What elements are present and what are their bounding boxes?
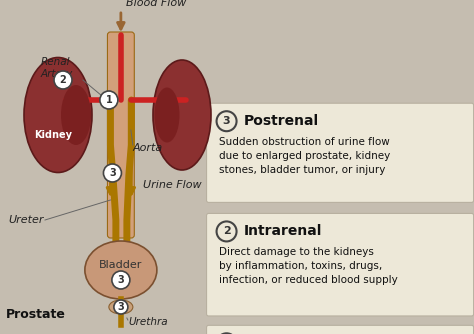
Ellipse shape (85, 241, 157, 299)
Text: Intrarenal: Intrarenal (244, 224, 322, 238)
Text: Prostate: Prostate (6, 309, 66, 322)
Ellipse shape (24, 57, 92, 172)
Ellipse shape (109, 300, 133, 314)
Text: 2: 2 (60, 75, 66, 85)
Text: Postrenal: Postrenal (244, 114, 319, 128)
Ellipse shape (61, 85, 91, 145)
Text: Ureter: Ureter (8, 215, 44, 225)
Text: Renal
Artery: Renal Artery (41, 57, 73, 79)
Text: Bladder: Bladder (99, 260, 143, 270)
Text: 3: 3 (223, 116, 230, 126)
Text: Sudden obstruction of urine flow
due to enlarged prostate, kidney
stones, bladde: Sudden obstruction of urine flow due to … (219, 137, 390, 175)
Text: Urine Flow: Urine Flow (143, 180, 201, 190)
FancyBboxPatch shape (207, 103, 474, 202)
Circle shape (54, 71, 72, 89)
Text: Kidney: Kidney (34, 130, 72, 140)
FancyBboxPatch shape (207, 325, 474, 334)
Text: Blood Flow: Blood Flow (126, 0, 186, 8)
Text: Urethra: Urethra (129, 317, 168, 327)
Text: Aorta: Aorta (133, 143, 163, 153)
Text: 3: 3 (109, 168, 116, 178)
Circle shape (112, 271, 130, 289)
Circle shape (100, 91, 118, 109)
Text: 2: 2 (223, 226, 230, 236)
FancyBboxPatch shape (207, 213, 474, 316)
Text: 3: 3 (118, 302, 124, 312)
Circle shape (103, 164, 121, 182)
Ellipse shape (153, 60, 211, 170)
Circle shape (114, 300, 128, 314)
Ellipse shape (155, 88, 180, 143)
Text: Direct damage to the kidneys
by inflammation, toxins, drugs,
infection, or reduc: Direct damage to the kidneys by inflamma… (219, 247, 397, 286)
Text: 1: 1 (106, 95, 112, 105)
FancyBboxPatch shape (108, 32, 134, 238)
Text: 3: 3 (118, 275, 124, 285)
